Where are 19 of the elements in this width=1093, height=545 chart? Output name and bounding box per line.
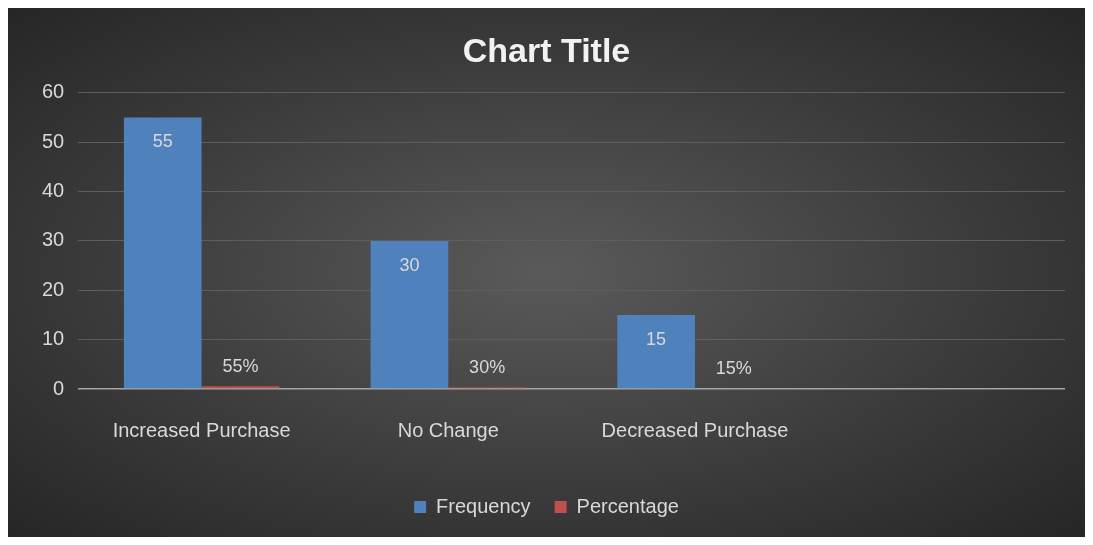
legend-label: Frequency xyxy=(436,494,531,517)
y-tick-label: 20 xyxy=(42,277,65,300)
data-label: 30 xyxy=(399,254,420,275)
data-label: 30% xyxy=(469,357,506,378)
data-label: 55 xyxy=(152,131,173,152)
data-label: 15 xyxy=(646,328,667,349)
x-tick-label: Decreased Purchase xyxy=(601,418,789,441)
legend-label: Percentage xyxy=(576,494,679,517)
y-tick-label: 10 xyxy=(42,327,65,350)
data-label: 15% xyxy=(715,358,752,379)
y-tick-label: 60 xyxy=(42,80,65,103)
x-tick-label: No Change xyxy=(397,418,499,441)
y-tick-label: 0 xyxy=(53,376,65,399)
chart-title: Chart Title xyxy=(462,30,631,69)
x-tick-label: Increased Purchase xyxy=(112,418,291,441)
y-tick-label: 40 xyxy=(42,179,65,202)
y-tick-label: 50 xyxy=(42,129,65,152)
data-label: 55% xyxy=(222,356,259,377)
y-tick-label: 30 xyxy=(42,228,65,251)
